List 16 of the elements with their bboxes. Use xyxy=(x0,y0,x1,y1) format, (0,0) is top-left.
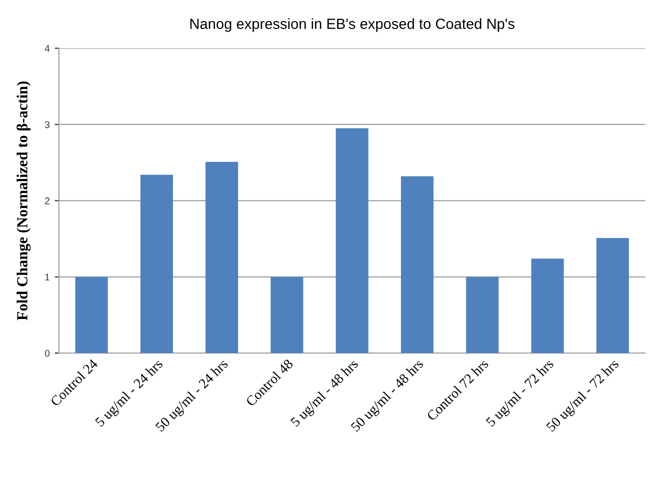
bar xyxy=(466,276,499,354)
bar xyxy=(140,174,173,354)
y-tick-label: 2 xyxy=(45,197,50,204)
bar xyxy=(531,258,564,354)
bar xyxy=(336,128,368,354)
bar xyxy=(206,162,238,354)
bar xyxy=(270,276,304,354)
chart-title: Nanog expression in EB's exposed to Coated Np's xyxy=(190,18,514,32)
bar xyxy=(75,276,108,354)
y-tick-label: 0 xyxy=(44,350,50,357)
y-tick-label: 4 xyxy=(44,45,50,52)
y-axis-title: Fold Change (Normalized to β-actin) xyxy=(16,82,31,320)
bar xyxy=(400,176,434,354)
y-tick-label: 1 xyxy=(45,274,50,280)
bar xyxy=(596,238,629,354)
y-tick-label: 3 xyxy=(44,121,50,128)
